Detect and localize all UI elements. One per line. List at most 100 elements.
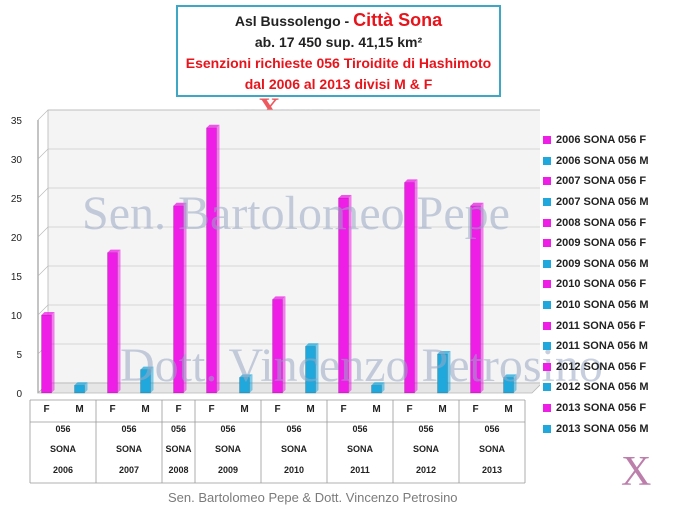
x-code-label: 056 bbox=[352, 424, 367, 434]
x-year-label: 2007 bbox=[119, 465, 139, 475]
legend-item: 2007 SONA 056 F bbox=[543, 171, 678, 192]
x-code-label: 056 bbox=[286, 424, 301, 434]
x-sex-label: M bbox=[438, 404, 446, 415]
legend-item: 2008 SONA 056 F bbox=[543, 212, 678, 233]
legend-item: 2009 SONA 056 M bbox=[543, 254, 678, 275]
legend-label: 2007 SONA 056 F bbox=[556, 175, 647, 188]
legend-swatch bbox=[543, 424, 551, 433]
x-sex-label: F bbox=[406, 404, 412, 415]
x-code-label: 056 bbox=[484, 424, 499, 434]
bar-side-2010-M bbox=[315, 343, 319, 393]
legend-swatch bbox=[543, 239, 551, 248]
legend-label: 2011 SONA 056 F bbox=[556, 319, 646, 332]
legend-swatch bbox=[543, 177, 551, 186]
legend-swatch bbox=[543, 383, 551, 392]
y-tick-label: 35 bbox=[11, 116, 23, 127]
bar-top-2009-M bbox=[239, 374, 253, 378]
legend-label: 2008 SONA 056 F bbox=[556, 216, 647, 229]
y-tick-label: 10 bbox=[11, 311, 23, 322]
legend-label: 2006 SONA 056 M bbox=[556, 154, 649, 167]
x-sex-label: M bbox=[504, 404, 512, 415]
legend-label: 2010 SONA 056 F bbox=[556, 278, 647, 291]
y-tick-label: 30 bbox=[11, 155, 23, 166]
x-code-label: 056 bbox=[171, 424, 186, 434]
legend-label: 2010 SONA 056 M bbox=[556, 299, 649, 312]
bar-side-2012-F bbox=[414, 179, 418, 393]
x-sex-label: F bbox=[472, 404, 478, 415]
legend-item: 2006 SONA 056 F bbox=[543, 130, 678, 151]
footer-credits: Sen. Bartolomeo Pepe & Dott. Vincenzo Pe… bbox=[168, 490, 458, 505]
bar-side-2010-F bbox=[282, 296, 286, 393]
legend-item: 2012 SONA 056 M bbox=[543, 377, 678, 398]
title-box: Asl Bussolengo - Città Sona ab. 17 450 s… bbox=[176, 5, 501, 97]
x-sex-label: F bbox=[340, 404, 346, 415]
bar-top-2010-F bbox=[272, 296, 286, 300]
y-tick-label: 25 bbox=[11, 194, 23, 205]
legend-item: 2009 SONA 056 F bbox=[543, 233, 678, 254]
title-city: Città Sona bbox=[353, 10, 443, 30]
bar-side-2006-F bbox=[51, 312, 55, 393]
x-code-label: 056 bbox=[55, 424, 70, 434]
gridline-diag bbox=[37, 187, 49, 199]
bar-side-2013-M bbox=[513, 374, 517, 393]
x-name-label: SONA bbox=[413, 444, 440, 454]
x-name-label: SONA bbox=[165, 444, 192, 454]
bar-side-2009-F bbox=[216, 124, 220, 394]
x-sex-label: M bbox=[75, 404, 83, 415]
legend-label: 2012 SONA 056 F bbox=[556, 360, 647, 373]
gridline-diag bbox=[37, 304, 49, 316]
x-year-label: 2006 bbox=[53, 465, 73, 475]
title-line-2: ab. 17 450 sup. 41,15 km² bbox=[254, 34, 423, 50]
bar-top-2012-F bbox=[404, 179, 418, 183]
bar-top-2010-M bbox=[305, 343, 319, 347]
x-sex-label: M bbox=[372, 404, 380, 415]
legend-item: 2007 SONA 056 M bbox=[543, 192, 678, 213]
x-sex-label: F bbox=[109, 404, 115, 415]
legend-swatch bbox=[543, 156, 551, 165]
x-sex-label: F bbox=[208, 404, 214, 415]
legend-label: 2007 SONA 056 M bbox=[556, 196, 649, 209]
legend-swatch bbox=[543, 404, 551, 413]
x-sex-label: F bbox=[175, 404, 181, 415]
legend-swatch bbox=[543, 218, 551, 227]
legend-label: 2013 SONA 056 F bbox=[556, 402, 647, 415]
gridline-diag bbox=[37, 109, 49, 121]
x-name-label: SONA bbox=[479, 444, 506, 454]
legend-swatch bbox=[543, 321, 551, 330]
y-tick-label: 5 bbox=[16, 350, 22, 361]
bar-top-2009-F bbox=[206, 124, 220, 128]
legend-swatch bbox=[543, 362, 551, 371]
x-year-label: 2009 bbox=[218, 465, 238, 475]
x-name-label: SONA bbox=[281, 444, 308, 454]
legend-item: 2010 SONA 056 M bbox=[543, 295, 678, 316]
legend-swatch bbox=[543, 136, 551, 145]
x-name-label: SONA bbox=[347, 444, 374, 454]
title-line-1: Asl Bussolengo - Città Sona bbox=[178, 10, 499, 32]
legend-item: 2010 SONA 056 F bbox=[543, 274, 678, 295]
title-prefix: Asl Bussolengo - bbox=[234, 13, 350, 29]
bar-side-2011-M bbox=[381, 382, 385, 393]
x-code-label: 056 bbox=[220, 424, 235, 434]
x-sex-label: M bbox=[141, 404, 149, 415]
gridline-diag bbox=[37, 265, 49, 277]
chart-legend: 2006 SONA 056 F 2006 SONA 056 M 2007 SONA … bbox=[543, 130, 678, 439]
bar-top-2006-F bbox=[41, 312, 55, 315]
bar-top-2011-M bbox=[371, 382, 385, 386]
bar-side-2011-F bbox=[348, 195, 352, 393]
bar-2007-F bbox=[107, 252, 118, 394]
legend-label: 2013 SONA 056 M bbox=[556, 422, 649, 435]
legend-swatch bbox=[543, 301, 551, 310]
bar-top-2007-F bbox=[107, 249, 121, 253]
title-line-4: dal 2006 al 2013 divisi M & F bbox=[244, 76, 433, 92]
bar-side-2007-M bbox=[150, 366, 154, 393]
legend-swatch bbox=[543, 259, 551, 268]
bar-top-2007-M bbox=[140, 366, 154, 370]
watermark-line-1: Sen. Bartolomeo Pepe bbox=[82, 187, 510, 240]
legend-swatch bbox=[543, 280, 551, 289]
legend-item: 2013 SONA 056 M bbox=[543, 418, 678, 439]
x-sex-label: M bbox=[240, 404, 248, 415]
x-year-label: 2011 bbox=[350, 465, 370, 475]
x-name-label: SONA bbox=[116, 444, 143, 454]
legend-label: 2012 SONA 056 M bbox=[556, 381, 649, 394]
x-year-label: 2010 bbox=[284, 465, 304, 475]
